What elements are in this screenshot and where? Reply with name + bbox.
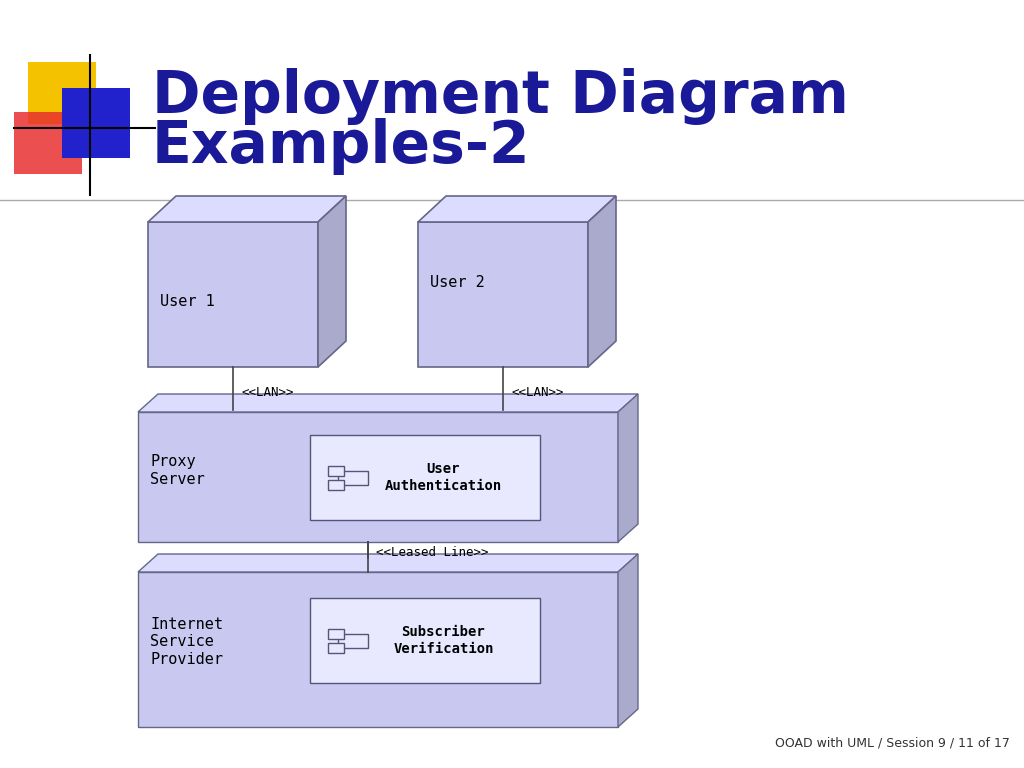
Text: User
Authentication: User Authentication <box>385 462 502 492</box>
FancyBboxPatch shape <box>338 634 368 647</box>
FancyBboxPatch shape <box>329 628 344 638</box>
Text: Deployment Diagram: Deployment Diagram <box>152 68 849 125</box>
Text: <<LAN>>: <<LAN>> <box>511 386 563 399</box>
FancyBboxPatch shape <box>28 62 96 124</box>
Polygon shape <box>148 196 346 222</box>
Polygon shape <box>148 222 318 367</box>
Polygon shape <box>588 196 616 367</box>
Polygon shape <box>318 196 346 367</box>
Text: Proxy
Server: Proxy Server <box>150 455 205 487</box>
Polygon shape <box>138 394 638 412</box>
Polygon shape <box>618 554 638 727</box>
Text: Examples-2: Examples-2 <box>152 118 530 175</box>
Polygon shape <box>618 394 638 542</box>
Polygon shape <box>138 554 638 572</box>
FancyBboxPatch shape <box>310 598 540 683</box>
Text: <<Leased Line>>: <<Leased Line>> <box>376 545 488 558</box>
Text: OOAD with UML / Session 9 / 11 of 17: OOAD with UML / Session 9 / 11 of 17 <box>775 737 1010 750</box>
Text: Internet
Service
Provider: Internet Service Provider <box>150 617 223 667</box>
FancyBboxPatch shape <box>338 471 368 485</box>
Text: User 1: User 1 <box>160 294 215 310</box>
FancyBboxPatch shape <box>62 88 130 158</box>
FancyBboxPatch shape <box>14 112 82 174</box>
FancyBboxPatch shape <box>329 479 344 489</box>
FancyBboxPatch shape <box>329 465 344 475</box>
Polygon shape <box>138 572 618 727</box>
Text: Subscriber
Verification: Subscriber Verification <box>393 625 494 656</box>
FancyBboxPatch shape <box>329 643 344 653</box>
Polygon shape <box>418 196 616 222</box>
Polygon shape <box>138 412 618 542</box>
FancyBboxPatch shape <box>310 435 540 520</box>
Text: <<LAN>>: <<LAN>> <box>241 386 294 399</box>
Text: User 2: User 2 <box>430 276 484 290</box>
Polygon shape <box>418 222 588 367</box>
